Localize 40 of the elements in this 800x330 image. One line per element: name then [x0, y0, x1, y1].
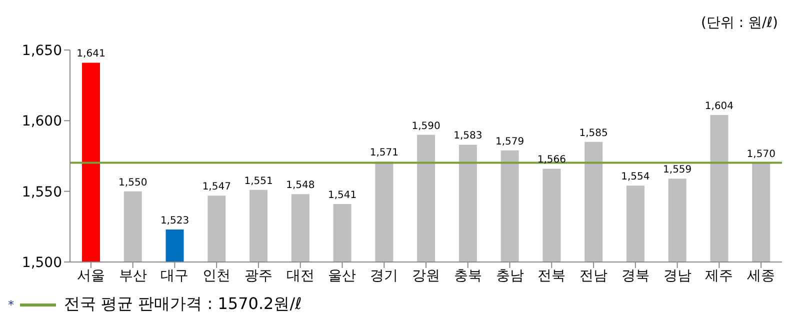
data-label: 1,550: [118, 177, 148, 188]
x-tick-label: 광주: [244, 268, 272, 284]
x-tick-label: 전북: [538, 268, 566, 284]
y-tick-label: 1,650: [22, 42, 62, 59]
x-tick-label: 대전: [286, 268, 314, 284]
x-tick-label: 대구: [160, 268, 189, 284]
x-tick-label: 충남: [496, 268, 524, 284]
data-label: 1,641: [76, 48, 106, 60]
data-label: 1,579: [496, 136, 524, 148]
data-label: 1,551: [244, 176, 273, 187]
data-label: 1,559: [663, 164, 692, 176]
x-tick-label: 전남: [580, 268, 608, 284]
data-label: 1,585: [579, 128, 608, 139]
data-label: 1,604: [704, 101, 734, 112]
x-tick-label: 제주: [705, 268, 734, 284]
data-label: 1,570: [746, 149, 776, 160]
x-tick-label: 서울: [76, 268, 105, 284]
data-label: 1,547: [202, 182, 231, 193]
data-label: 1,583: [454, 130, 482, 142]
x-tick-label: 경기: [370, 268, 398, 284]
y-tick-label: 1,500: [22, 254, 62, 271]
y-tick-label: 1,600: [22, 114, 62, 130]
x-tick-label: 경북: [621, 268, 650, 284]
legend-label: 전국 평균 판매가격 : 1570.2원/ℓ: [64, 294, 302, 315]
x-tick-label: 울산: [328, 268, 356, 284]
text: (단위 : 원/ℓ): [700, 14, 778, 32]
data-label: 1,571: [370, 148, 398, 159]
x-tick-label: 강원: [412, 268, 440, 284]
y-tick-label: 1,550: [22, 184, 62, 200]
data-label: 1,541: [328, 190, 357, 202]
x-tick-label: 세종: [747, 268, 776, 284]
x-tick-label: 인천: [202, 268, 231, 284]
data-label: 1,554: [621, 172, 650, 183]
data-label: 1,548: [286, 180, 315, 192]
data-label: 1,523: [160, 215, 190, 226]
x-tick-label: 부산: [118, 268, 147, 284]
x-tick-label: 경남: [663, 268, 692, 284]
data-label: 1,590: [412, 120, 440, 132]
text: *: [8, 298, 14, 312]
x-tick-label: 충북: [454, 268, 482, 284]
